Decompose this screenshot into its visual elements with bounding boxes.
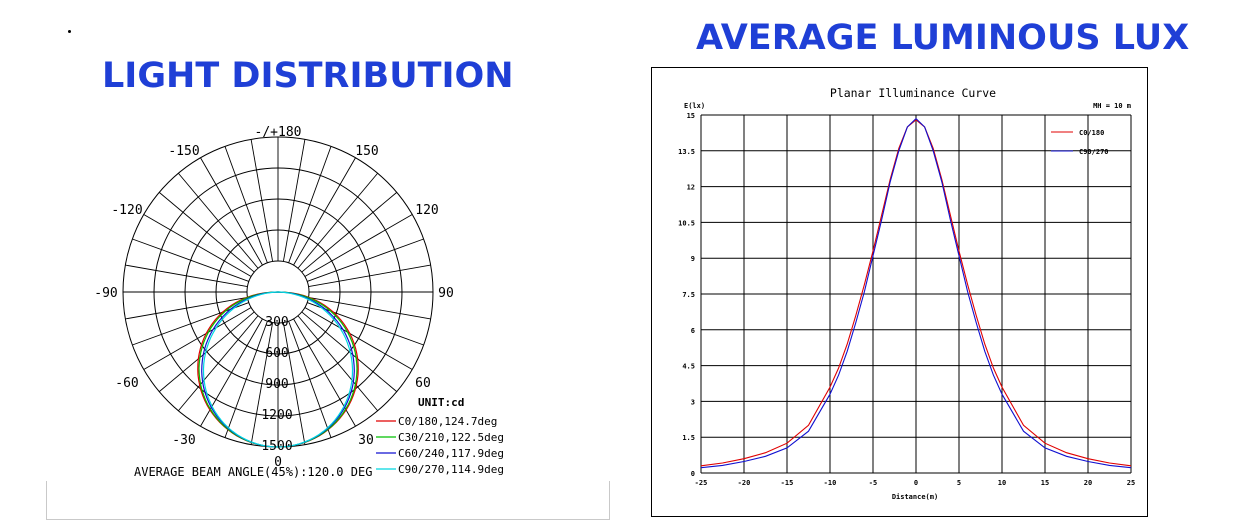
angle-label-m150: -150 <box>168 144 199 159</box>
x-tick-label-6: 5 <box>957 479 961 487</box>
polar-spoke-280 <box>125 296 248 320</box>
polar-spoke-80 <box>308 296 431 320</box>
line-series <box>700 117 1132 469</box>
polar-spoke-320 <box>178 315 259 412</box>
radial-label-300: 300 <box>265 315 288 330</box>
polar-spoke-230 <box>158 192 255 273</box>
angle-label-m90: -90 <box>94 286 117 301</box>
angle-label-p90: 90 <box>438 286 454 301</box>
beam-angle-footer: AVERAGE BEAM ANGLE(45%):120.0 DEG <box>134 465 372 479</box>
angle-label-p60: 60 <box>415 376 431 391</box>
x-tick-label-7: 10 <box>998 479 1006 487</box>
angle-label-p30: 30 <box>358 433 374 448</box>
polar-curves <box>197 291 359 448</box>
legend-label-c30: C30/210,122.5deg <box>398 431 504 444</box>
polar-spoke-210 <box>200 157 263 266</box>
polar-spoke-200 <box>224 146 268 264</box>
polar-spoke-120 <box>304 214 413 277</box>
polar-spoke-330 <box>200 318 263 427</box>
y-tick-label-0: 0 <box>691 470 695 478</box>
angle-label-m30: -30 <box>172 433 195 448</box>
x-tick-label-9: 20 <box>1084 479 1092 487</box>
angle-label-zero: 0 <box>274 455 282 470</box>
unit-label: UNIT:cd <box>418 396 464 409</box>
polar-curve-3 <box>202 291 354 448</box>
y-tick-label-7: 10.5 <box>678 219 695 227</box>
y-axis-label: E(lx) <box>684 102 705 110</box>
polar-spoke-240 <box>143 214 252 277</box>
polar-spoke-10 <box>282 322 306 445</box>
angle-label-m120: -120 <box>111 203 142 218</box>
polar-spoke-140 <box>297 172 378 269</box>
legend-label-c90: C90/270,114.9deg <box>398 463 504 476</box>
polar-spoke-220 <box>178 172 259 269</box>
polar-spoke-350 <box>250 322 274 445</box>
light-distribution-heading: LIGHT DISTRIBUTION <box>102 56 514 96</box>
x-tick-label-2: -15 <box>781 479 794 487</box>
legend-label-c60: C60/240,117.9deg <box>398 447 504 460</box>
y-tick-label-5: 7.5 <box>682 291 695 299</box>
polar-spoke-20 <box>288 320 332 438</box>
angle-label-top: -/+180 <box>255 125 302 140</box>
x-tick-label-3: -10 <box>824 479 837 487</box>
y-tick-label-10: 15 <box>687 112 695 120</box>
polar-spoke-110 <box>306 238 424 282</box>
radial-label-1200: 1200 <box>261 408 292 423</box>
legend-label-c90-270: C90/270 <box>1079 148 1109 156</box>
y-tick-label-2: 3 <box>691 398 695 406</box>
x-tick-label-0: -25 <box>695 479 708 487</box>
polar-light-distribution-chart: -/+180 -150 150 -120 120 -90 90 -60 60 -… <box>94 125 504 479</box>
x-tick-label-1: -20 <box>738 479 751 487</box>
polar-legend: C0/180,124.7deg C30/210,122.5deg C60/240… <box>376 415 504 476</box>
polar-spoke-260 <box>125 264 248 288</box>
polar-spoke-150 <box>293 157 356 266</box>
line-series-0 <box>700 119 1132 467</box>
line-tick-labels: -25 -20 -15 -10 -5 0 5 10 15 20 25 0 1.5 3 4.5 6 7.5 9 10.… <box>678 112 1135 487</box>
polar-spoke-50 <box>301 311 398 392</box>
radial-label-1500: 1500 <box>261 439 292 454</box>
x-axis-label: Distance(m) <box>892 493 938 501</box>
radial-label-900: 900 <box>265 377 288 392</box>
polar-spoke-310 <box>158 311 255 392</box>
y-tick-label-8: 12 <box>687 184 695 192</box>
legend-label-c0-180: C0/180 <box>1079 129 1104 137</box>
average-luminous-lux-heading: AVERAGE LUMINOUS LUX <box>696 18 1190 58</box>
mh-label: MH = 10 m <box>1093 102 1131 110</box>
polar-spoke-40 <box>297 315 378 412</box>
polar-spoke-250 <box>132 238 250 282</box>
polar-spoke-160 <box>288 146 332 264</box>
polar-spoke-300 <box>143 307 252 370</box>
angle-label-m60: -60 <box>115 376 138 391</box>
x-tick-label-10: 25 <box>1127 479 1135 487</box>
x-tick-label-5: 0 <box>914 479 918 487</box>
x-tick-label-4: -5 <box>869 479 877 487</box>
polar-spoke-30 <box>293 318 356 427</box>
polar-spoke-340 <box>224 320 268 438</box>
polar-spoke-170 <box>282 139 306 262</box>
stray-dot <box>68 30 71 33</box>
angle-label-p120: 120 <box>415 203 438 218</box>
angle-label-p150: 150 <box>355 144 378 159</box>
y-tick-label-1: 1.5 <box>682 434 695 442</box>
line-grid <box>700 114 1132 474</box>
line-series-1 <box>700 117 1132 469</box>
y-tick-label-6: 9 <box>691 255 695 263</box>
left-frame-border <box>46 481 610 520</box>
polar-spoke-60 <box>304 307 413 370</box>
line-legend: C0/180 C90/270 <box>1051 129 1109 156</box>
chart-frame <box>651 67 1148 517</box>
legend-label-c0: C0/180,124.7deg <box>398 415 497 428</box>
y-tick-label-9: 13.5 <box>678 148 695 156</box>
chart-title: Planar Illuminance Curve <box>830 86 996 100</box>
planar-illuminance-chart: Planar Illuminance Curve E(lx) MH = 10 m… <box>651 67 1148 517</box>
radial-label-600: 600 <box>265 346 288 361</box>
x-tick-label-8: 15 <box>1041 479 1049 487</box>
polar-spoke-190 <box>250 139 274 262</box>
y-tick-label-4: 6 <box>691 327 695 335</box>
y-tick-label-3: 4.5 <box>682 363 695 371</box>
polar-spoke-100 <box>308 264 431 288</box>
polar-spoke-130 <box>301 192 398 273</box>
